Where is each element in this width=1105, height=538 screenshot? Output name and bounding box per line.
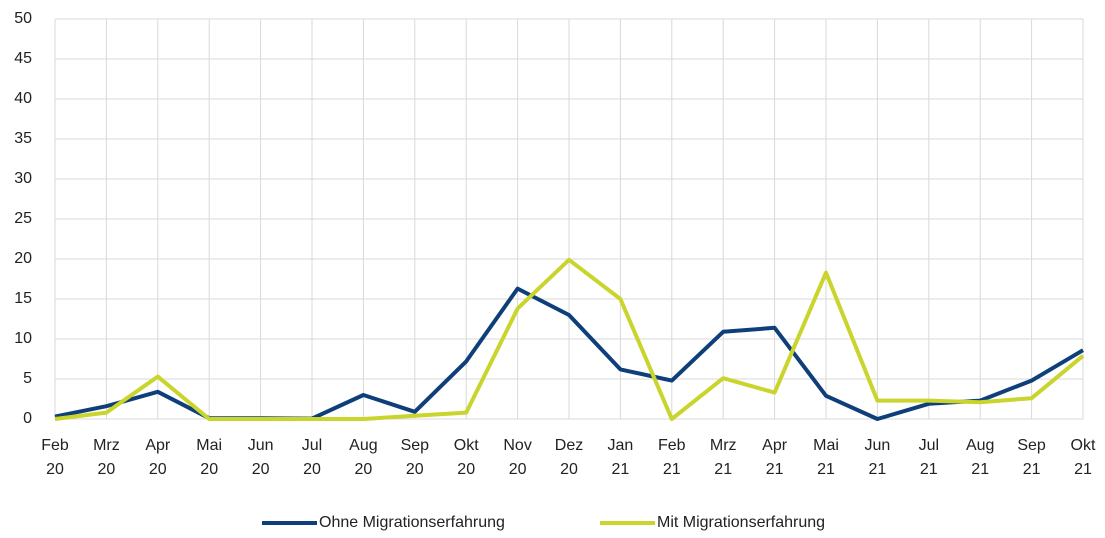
x-tick-label: Sep 21 (1017, 437, 1046, 478)
y-tick-label: 5 (23, 370, 32, 387)
x-tick-label: Apr 20 (145, 437, 171, 478)
x-tick-label: Feb 20 (41, 437, 69, 478)
x-tick-label: Mai 21 (813, 437, 839, 478)
line (54, 257, 1085, 421)
y-tick-label: 35 (14, 130, 32, 147)
x-tick-label: Jun 21 (865, 437, 891, 478)
legend-label: Mit Migrationserfahrung (657, 514, 825, 531)
x-tick-label: Jul 20 (302, 437, 322, 478)
x-tick-label: Jul 21 (919, 437, 939, 478)
x-tick-label: Mai 20 (196, 437, 222, 478)
y-tick-label: 30 (14, 170, 32, 187)
x-tick-label: Apr 21 (762, 437, 788, 478)
x-tick-label: Feb 21 (658, 437, 686, 478)
y-tick-label: 50 (14, 10, 32, 27)
y-tick-label: 10 (14, 330, 32, 347)
x-tick-label: Jan 21 (608, 437, 634, 478)
x-tick-label: Mrz 20 (93, 437, 120, 478)
x-tick-label: Dez 20 (555, 437, 583, 478)
x-tick-label: Jun 20 (248, 437, 274, 478)
x-tick-label: Nov 20 (503, 437, 531, 478)
y-tick-label: 0 (23, 410, 32, 427)
y-tick-label: 25 (14, 210, 32, 227)
legend-label: Ohne Migrationserfahrung (319, 514, 505, 531)
x-tick-label: Okt 20 (454, 437, 479, 478)
y-tick-label: 45 (14, 50, 32, 67)
x-tick-label: Aug 20 (349, 437, 377, 478)
x-tick-label: Mrz 21 (710, 437, 737, 478)
x-tick-label: Aug 21 (966, 437, 994, 478)
y-tick-label: 40 (14, 90, 32, 107)
y-tick-label: 20 (14, 250, 32, 267)
x-tick-label: Okt 21 (1071, 437, 1096, 478)
x-tick-label: Sep 20 (401, 437, 430, 478)
y-tick-label: 15 (14, 290, 32, 307)
